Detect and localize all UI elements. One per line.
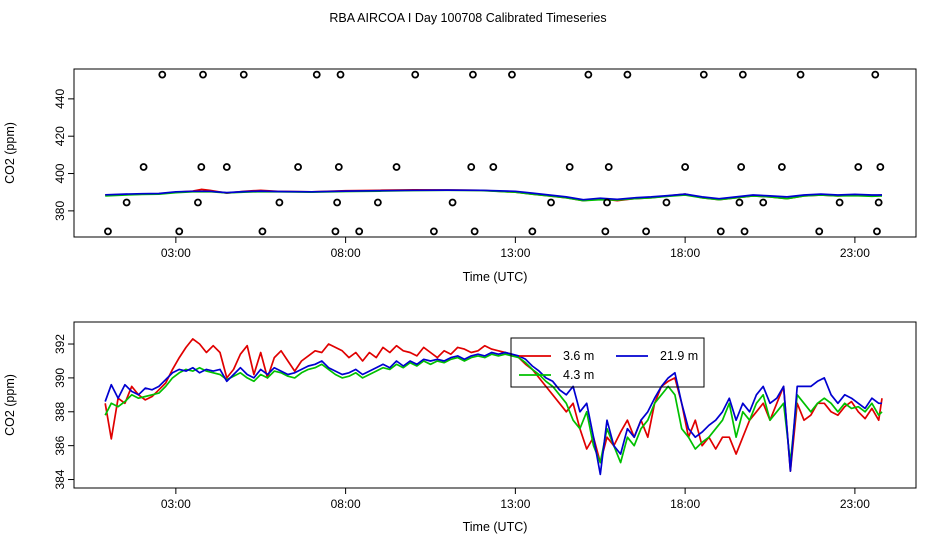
data-point bbox=[601, 227, 610, 236]
data-point bbox=[239, 70, 248, 79]
data-point bbox=[333, 198, 342, 207]
legend-box bbox=[510, 337, 705, 388]
x-tick-label: 23:00 bbox=[840, 246, 870, 260]
data-point bbox=[336, 70, 345, 79]
legend-label: 4.3 m bbox=[563, 368, 594, 382]
plot-frame bbox=[73, 68, 917, 238]
data-point bbox=[470, 227, 479, 236]
series-line-2 bbox=[105, 189, 882, 201]
data-point bbox=[104, 227, 112, 236]
data-point bbox=[716, 227, 725, 236]
data-point bbox=[411, 70, 420, 79]
series-line-4-3-m bbox=[104, 353, 883, 464]
data-point bbox=[623, 70, 632, 79]
y-axis-label: CO2 (ppm) bbox=[3, 374, 17, 436]
data-point bbox=[258, 227, 267, 236]
data-point bbox=[735, 198, 744, 207]
data-point bbox=[355, 227, 364, 236]
data-point bbox=[122, 198, 131, 207]
x-tick-label: 18:00 bbox=[670, 497, 700, 511]
data-point bbox=[197, 163, 206, 171]
data-point bbox=[777, 163, 786, 171]
data-point bbox=[429, 227, 438, 236]
data-point bbox=[312, 70, 321, 79]
data-point bbox=[815, 227, 824, 236]
legend-label: 3.6 m bbox=[563, 349, 594, 363]
y-tick-label: 440 bbox=[53, 89, 67, 109]
data-point bbox=[681, 163, 690, 171]
data-point bbox=[547, 198, 555, 207]
data-point bbox=[738, 70, 747, 79]
x-tick-label: 08:00 bbox=[331, 497, 361, 511]
y-axis-label: CO2 (ppm) bbox=[3, 122, 17, 184]
data-point bbox=[275, 198, 284, 207]
data-point bbox=[796, 70, 805, 79]
y-tick-label: 420 bbox=[53, 126, 67, 146]
data-point bbox=[854, 163, 863, 171]
top-panel: 03:00 08:00 13:00 18:00 23:00 380 400 420 440 Tim… bbox=[3, 68, 917, 284]
data-point bbox=[759, 198, 768, 207]
data-point bbox=[448, 198, 457, 207]
data-point bbox=[871, 70, 880, 79]
data-point bbox=[294, 163, 302, 171]
x-axis-label: Time (UTC) bbox=[463, 520, 528, 534]
data-point bbox=[334, 163, 343, 171]
y-tick-label: 384 bbox=[53, 469, 67, 489]
x-tick-label: 23:00 bbox=[840, 497, 870, 511]
data-point bbox=[331, 227, 340, 236]
x-tick-label: 03:00 bbox=[161, 497, 191, 511]
y-tick-label: 392 bbox=[53, 334, 67, 354]
data-point bbox=[565, 163, 574, 171]
data-point bbox=[392, 163, 401, 171]
y-tick-label: 390 bbox=[53, 368, 67, 388]
data-point bbox=[467, 163, 476, 171]
legend-label: 21.9 m bbox=[660, 349, 698, 363]
data-point bbox=[662, 198, 671, 207]
data-point bbox=[740, 227, 749, 236]
legend: 3.6 m 21.9 m 4.3 m bbox=[510, 337, 705, 388]
x-tick-label: 13:00 bbox=[500, 497, 530, 511]
plot-frame bbox=[73, 321, 917, 489]
y-tick-label: 400 bbox=[53, 163, 67, 183]
y-tick-label: 386 bbox=[53, 435, 67, 455]
data-point bbox=[158, 70, 167, 79]
data-point bbox=[489, 163, 498, 171]
x-tick-label: 13:00 bbox=[500, 246, 530, 260]
data-point bbox=[737, 163, 746, 171]
data-point bbox=[874, 198, 883, 207]
series-line-21-9-m bbox=[104, 351, 882, 476]
data-point bbox=[528, 227, 537, 236]
data-point bbox=[604, 163, 613, 171]
x-tick-label: 08:00 bbox=[331, 246, 361, 260]
data-point bbox=[194, 198, 202, 207]
data-point bbox=[642, 227, 650, 236]
y-tick-label: 388 bbox=[53, 401, 67, 421]
x-tick-label: 18:00 bbox=[670, 246, 700, 260]
data-point bbox=[222, 163, 231, 171]
data-point bbox=[603, 198, 611, 207]
series-line-3-6-m bbox=[104, 338, 883, 472]
data-point bbox=[508, 70, 516, 79]
bottom-panel: 03:00 08:00 13:00 18:00 23:00 384 386 388 390 392… bbox=[3, 321, 917, 534]
data-point bbox=[139, 163, 148, 171]
x-tick-label: 03:00 bbox=[161, 246, 191, 260]
data-point bbox=[469, 70, 477, 79]
figure-title: RBA AIRCOA I Day 100708 Calibrated Times… bbox=[329, 11, 606, 25]
data-point bbox=[699, 70, 708, 79]
data-point bbox=[199, 70, 207, 79]
x-axis-label: Time (UTC) bbox=[463, 270, 528, 284]
y-tick-label: 380 bbox=[53, 201, 67, 221]
data-point bbox=[175, 227, 184, 236]
data-point bbox=[584, 70, 593, 79]
data-point bbox=[876, 163, 885, 171]
data-point bbox=[873, 227, 881, 236]
data-point bbox=[373, 198, 382, 207]
data-point bbox=[835, 198, 844, 207]
